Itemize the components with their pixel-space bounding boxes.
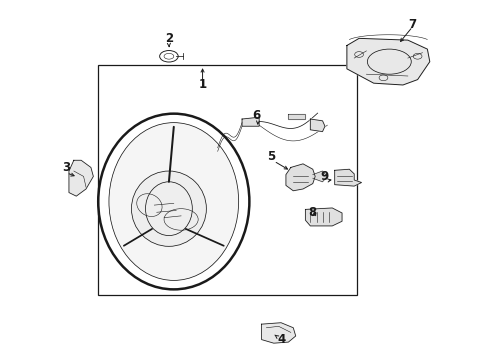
Polygon shape [285,164,315,191]
Text: 1: 1 [199,78,207,91]
Text: 5: 5 [266,150,275,163]
Text: 7: 7 [408,18,416,31]
Ellipse shape [131,171,206,246]
Bar [98,65,356,295]
Polygon shape [305,208,341,226]
Text: 9: 9 [320,170,328,183]
Text: 6: 6 [252,109,260,122]
Polygon shape [334,169,361,186]
Polygon shape [346,39,429,85]
Text: 2: 2 [164,32,173,45]
Polygon shape [312,171,327,182]
Text: 8: 8 [308,206,316,219]
Polygon shape [288,114,305,119]
Ellipse shape [109,123,238,280]
Polygon shape [310,119,325,132]
Text: 4: 4 [276,333,285,346]
Text: 3: 3 [62,161,70,174]
Polygon shape [261,323,295,343]
Polygon shape [69,160,93,196]
Polygon shape [242,117,259,126]
